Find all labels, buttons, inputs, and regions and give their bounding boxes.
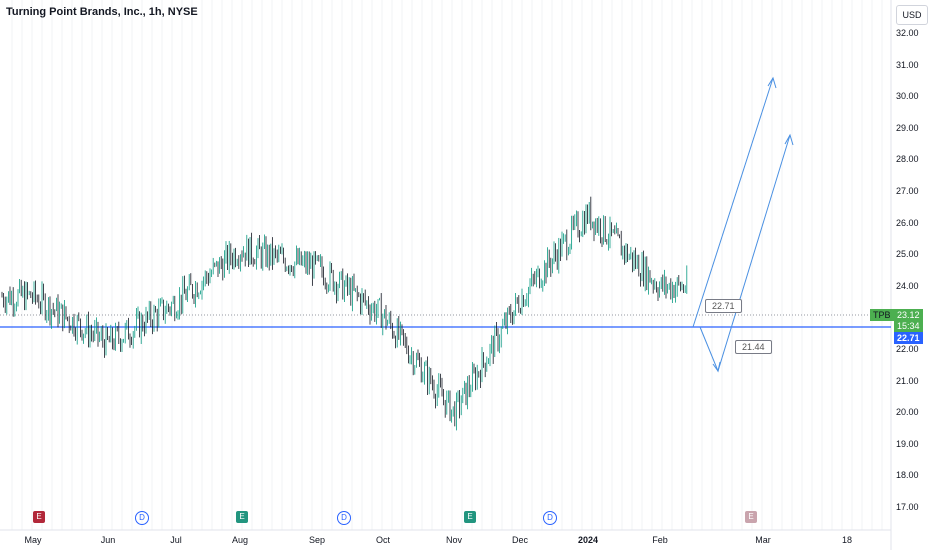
price-tick: 19.00 <box>896 438 919 449</box>
price-tick: 32.00 <box>896 28 919 38</box>
currency-button[interactable]: USD <box>896 5 928 25</box>
level-price-label: 22.71 <box>894 332 923 344</box>
arrow-up-1-head <box>767 76 777 89</box>
earnings-marker[interactable]: E <box>745 511 757 523</box>
price-candles <box>1 196 688 431</box>
price-tick: 21.00 <box>896 375 919 386</box>
time-tick: Oct <box>375 535 391 545</box>
callout-target-down[interactable]: 21.44 <box>735 340 772 354</box>
arrow-up-1 <box>692 77 774 328</box>
price-tick: 29.00 <box>896 122 919 133</box>
countdown-label: 15:34 <box>894 320 923 332</box>
price-tick: 28.00 <box>896 154 919 165</box>
price-tick: 31.00 <box>896 59 919 70</box>
earnings-marker[interactable]: E <box>464 511 476 523</box>
last-price-label: 23.12 <box>894 309 923 321</box>
price-tick: 17.00 <box>896 502 919 512</box>
projection-arrows[interactable] <box>692 76 794 373</box>
dividend-marker[interactable]: D <box>543 511 557 525</box>
price-tick: 22.00 <box>896 344 919 354</box>
time-tick: Sep <box>308 535 326 545</box>
grid <box>11 0 883 530</box>
dividend-marker[interactable]: D <box>135 511 149 525</box>
price-tick: 24.00 <box>896 280 919 291</box>
price-tick: 20.00 <box>896 407 919 418</box>
time-tick: Feb <box>652 535 668 545</box>
earnings-marker[interactable]: E <box>33 511 45 523</box>
price-tick: 27.00 <box>896 186 919 196</box>
time-tick: Mar <box>755 535 771 545</box>
time-tick: Jul <box>170 535 182 545</box>
arrow-down-head <box>712 361 721 373</box>
earnings-marker[interactable]: E <box>236 511 248 523</box>
time-tick: 18 <box>841 535 853 545</box>
price-tick: 18.00 <box>896 470 919 481</box>
callout-target-up[interactable]: 22.71 <box>705 299 742 313</box>
price-tick: 26.00 <box>896 217 919 228</box>
arrow-down-up <box>699 134 791 373</box>
time-tick: 2024 <box>577 535 599 545</box>
arrow-up-2-head <box>784 133 794 146</box>
time-tick: Dec <box>511 535 529 545</box>
symbol-label: TPB <box>870 309 894 321</box>
price-tick: 30.00 <box>896 91 919 102</box>
time-tick: May <box>24 535 42 545</box>
chart-title: Turning Point Brands, Inc., 1h, NYSE <box>6 6 198 18</box>
time-tick: Jun <box>100 535 116 545</box>
price-tick: 25.00 <box>896 249 919 260</box>
dividend-marker[interactable]: D <box>337 511 351 525</box>
time-tick: Nov <box>445 535 463 545</box>
time-tick: Aug <box>231 535 249 545</box>
